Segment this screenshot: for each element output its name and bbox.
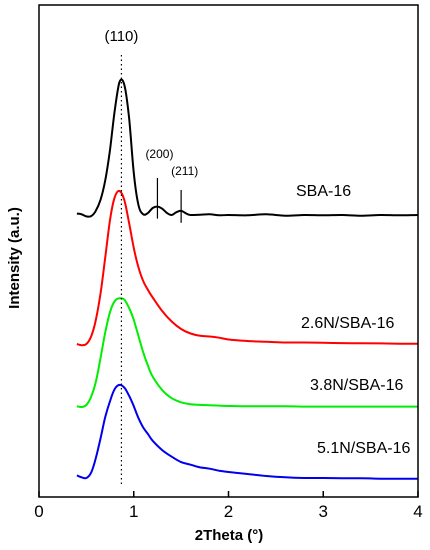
peak-label-211: (211) <box>171 164 198 178</box>
series-label-3-8n-sba-16: 3.8N/SBA-16 <box>310 377 403 394</box>
x-tick-label: 0 <box>34 502 43 521</box>
curves-layer <box>76 78 419 480</box>
series-line-2-6n-sba-16 <box>76 189 419 347</box>
series-labels-layer: SBA-16 2.6N/SBA-16 3.8N/SBA-16 5.1N/SBA-16 <box>296 183 410 457</box>
peak-110-label: (110) <box>104 28 138 45</box>
x-tick-label: 2 <box>224 502 233 521</box>
series-label-5-1n-sba-16: 5.1N/SBA-16 <box>317 440 410 457</box>
axes-layer: 0 1 2 3 4 <box>34 4 423 521</box>
series-label-2-6n-sba-16: 2.6N/SBA-16 <box>301 315 394 332</box>
annotations-layer: (110) (200) (211) <box>104 28 198 486</box>
peak-label-200: (200) <box>145 147 173 161</box>
x-axis-title: 2Theta (°) <box>195 527 264 544</box>
plot-frame <box>38 4 419 498</box>
series-line-3-8n-sba-16 <box>76 297 419 409</box>
y-axis-title: Intensity (a.u.) <box>6 207 23 309</box>
series-line-5-1n-sba-16 <box>76 383 418 480</box>
x-tick-label: 4 <box>413 502 422 521</box>
series-line-sba-16 <box>76 78 419 218</box>
series-label-sba-16: SBA-16 <box>296 183 351 200</box>
x-tick-label: 3 <box>319 502 328 521</box>
x-tick-label: 1 <box>129 502 138 521</box>
